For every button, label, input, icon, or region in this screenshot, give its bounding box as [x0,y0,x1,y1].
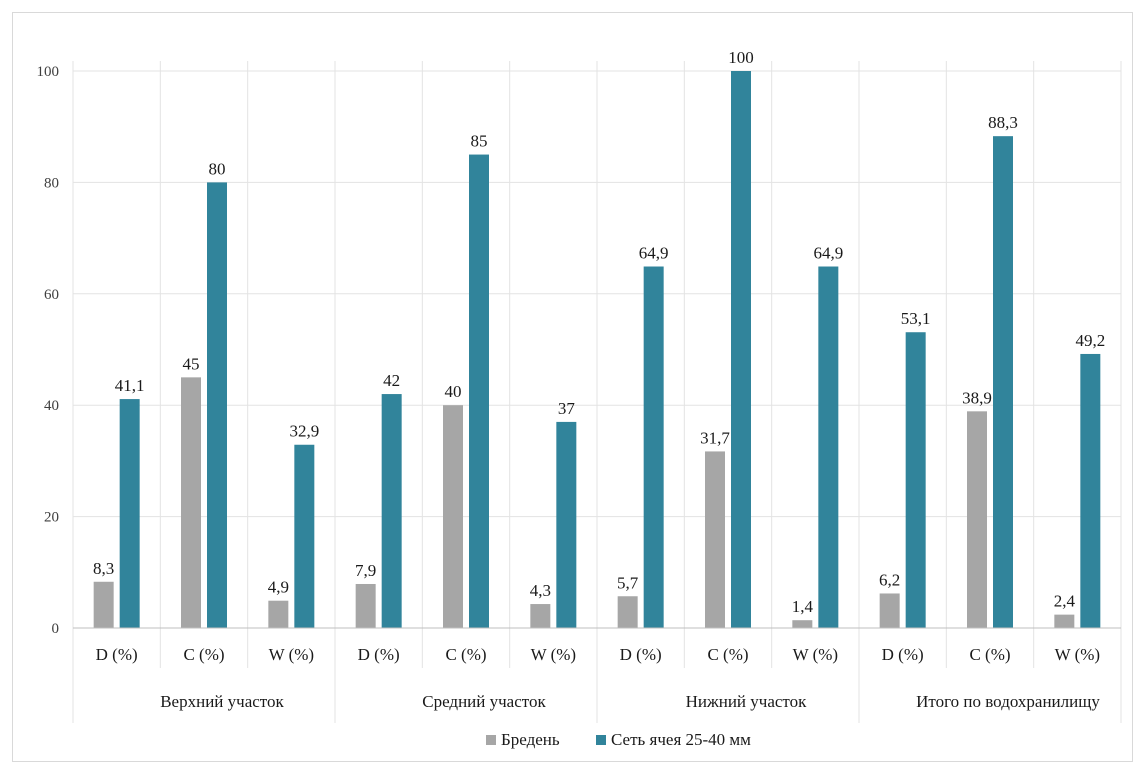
bar-chart: 8,3 41,1 45 80 4,9 32,9 7,9 42 40 85 4,3 37 5,7 64,9 3… [37,48,1122,749]
bar-net [119,399,140,628]
data-label: 6,2 [879,570,900,589]
bar-seine [705,451,725,628]
x-tick-label: D (%) [96,645,138,664]
bar-seine [268,600,289,628]
bar-seine [967,411,987,628]
group-label: Верхний участок [160,692,284,711]
y-tick-label: 0 [52,621,60,637]
labels-layer: 8,3 41,1 45 80 4,9 32,9 7,9 42 40 85 4,3 37 5,7 64,9 3… [93,48,1105,616]
data-label: 88,3 [988,113,1018,132]
x-tick-label: D (%) [358,645,400,664]
bar-seine [530,604,551,628]
grid-layer [72,61,1122,723]
data-label: 2,4 [1054,592,1076,611]
data-label: 4,9 [268,578,289,597]
y-tick-label: 80 [44,175,59,191]
data-label: 100 [728,48,754,67]
data-label: 1,4 [792,597,814,616]
bar-net [818,266,839,628]
data-label: 7,9 [355,561,376,580]
bar-net [905,332,926,628]
bar-seine [1054,614,1075,628]
data-label: 31,7 [700,428,730,447]
x-tick-label: C (%) [969,645,1010,664]
x-tick-label: C (%) [707,645,748,664]
data-label: 37 [558,399,576,418]
data-label: 45 [183,354,200,373]
data-label: 49,2 [1075,331,1105,350]
x-tick-label: D (%) [620,645,662,664]
data-label: 85 [471,132,488,151]
group-label: Средний участок [422,692,546,711]
data-label: 64,9 [639,244,669,263]
bar-net [294,444,315,628]
bar-net [469,154,489,629]
data-label: 41,1 [115,376,145,395]
bar-net [643,266,664,628]
y-tick-label: 60 [44,287,59,303]
bar-seine [181,377,201,628]
bars-layer [93,71,1101,629]
bar-net [993,136,1013,628]
y-tick-label: 100 [37,64,60,80]
legend-label: Бредень [501,730,560,749]
x-tick-label: C (%) [183,645,224,664]
data-label: 40 [445,382,462,401]
chart-frame: 8,3 41,1 45 80 4,9 32,9 7,9 42 40 85 4,3 37 5,7 64,9 3… [12,12,1133,762]
bar-net [381,394,402,628]
x-tick-label: W (%) [1055,645,1100,664]
data-label: 5,7 [617,573,639,592]
legend-swatch [486,735,496,745]
data-label: 64,9 [813,244,843,263]
legend: Бредень Сеть ячея 25-40 мм [486,730,751,749]
bar-seine [355,583,376,628]
data-label: 4,3 [530,581,551,600]
data-label: 53,1 [901,309,931,328]
bar-net [1080,353,1101,628]
bar-net [556,421,577,628]
data-label: 8,3 [93,559,114,578]
bar-seine [617,596,638,628]
x-tick-label: D (%) [882,645,924,664]
data-label: 80 [209,159,226,178]
bar-seine [792,620,813,628]
x-tick-label: W (%) [793,645,838,664]
x-tick-label: C (%) [445,645,486,664]
legend-swatch [596,735,606,745]
bar-net [207,182,227,628]
bar-seine [93,581,114,628]
y-tick-label: 20 [44,510,59,526]
bar-net [731,71,751,628]
x-tick-label: W (%) [531,645,576,664]
group-label: Нижний участок [686,692,808,711]
bar-seine [443,405,463,628]
data-label: 42 [383,371,400,390]
legend-label: Сеть ячея 25-40 мм [611,730,751,749]
y-tick-label: 40 [44,398,59,414]
data-label: 38,9 [962,388,992,407]
data-label: 32,9 [289,422,319,441]
group-label: Итого по водохранилищу [916,692,1100,711]
bar-seine [879,593,900,628]
axis-layer: 0 20 40 60 80 100 D (%) C (%) W (%) D (%) C (%) W (… [37,64,1121,711]
x-tick-label: W (%) [269,645,314,664]
